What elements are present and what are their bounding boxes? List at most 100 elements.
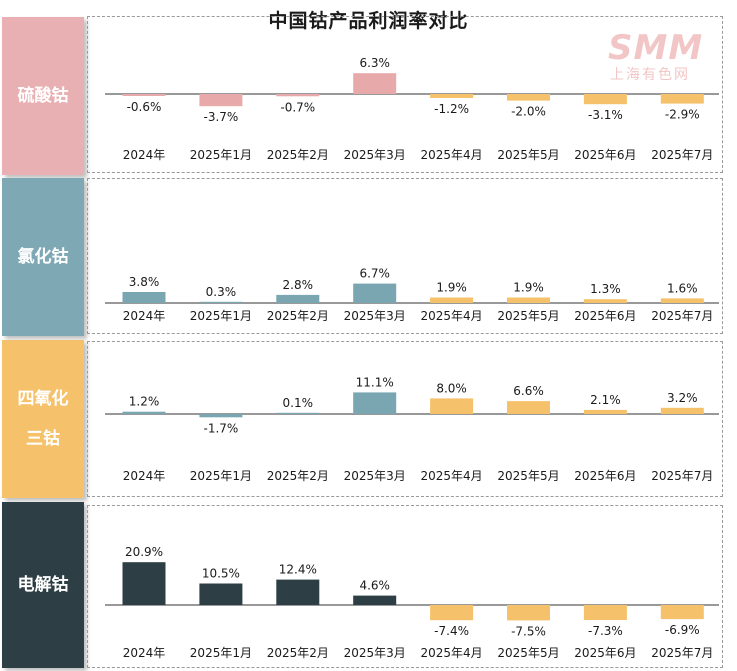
x-tick-label: 2025年1月 <box>190 148 252 162</box>
panel-label-cobalt-chloride: 氯化钴 <box>2 178 84 336</box>
x-tick-label: 2025年6月 <box>574 309 636 323</box>
data-label: 1.9% <box>436 281 467 295</box>
x-tick-label: 2025年1月 <box>190 469 252 483</box>
smm-logo: SMM 上海有色网 <box>604 28 714 84</box>
x-tick-label: 2025年6月 <box>574 469 636 483</box>
x-tick-label: 2025年5月 <box>497 309 559 323</box>
bar <box>122 94 166 96</box>
data-label: -1.2% <box>434 102 469 116</box>
data-label: 11.1% <box>356 375 394 389</box>
data-label: -6.9% <box>665 623 700 637</box>
bar <box>507 297 550 303</box>
data-label: 2.8% <box>283 278 314 292</box>
x-tick-label: 2025年3月 <box>344 646 406 660</box>
panel-label-cobalt-sulfate: 硫酸钴 <box>2 17 84 175</box>
x-tick-label: 2025年3月 <box>344 309 406 323</box>
x-tick-label: 2025年5月 <box>497 646 559 660</box>
x-tick-label: 2025年4月 <box>421 646 483 660</box>
bar <box>583 409 627 414</box>
data-label: -3.1% <box>588 108 623 122</box>
data-label: 20.9% <box>125 545 163 559</box>
x-tick-label: 2025年5月 <box>497 148 559 162</box>
chart-cobalt-sulfate: -0.6% 2024年 -3.7% 2025年1月 -0.7% 2025年2月 6.3% 20… <box>105 56 719 162</box>
bar <box>122 292 166 303</box>
panel-label-electrolytic-cobalt: 电解钴 <box>2 502 84 668</box>
data-label: -2.9% <box>665 108 700 122</box>
data-label: 6.7% <box>359 267 390 281</box>
data-label: -1.7% <box>203 421 238 435</box>
data-label: 3.8% <box>129 275 160 289</box>
bar <box>583 299 627 303</box>
x-tick-label: 2025年7月 <box>651 469 713 483</box>
x-tick-label: 2025年7月 <box>651 148 713 162</box>
panel-box-cobalt-chloride <box>87 178 723 334</box>
panel-label-cobalt-oxide: 四氧化 三钴 <box>2 340 84 498</box>
data-label: 1.9% <box>513 281 544 295</box>
bar <box>122 411 166 414</box>
data-label: -7.4% <box>434 624 469 638</box>
panel-box-cobalt-sulfate <box>87 16 723 173</box>
x-tick-label: 2025年7月 <box>651 309 713 323</box>
panel-label-line: 电解钴 <box>17 575 69 595</box>
data-label: 1.3% <box>590 282 621 296</box>
data-label: -0.6% <box>127 100 162 114</box>
chart-electrolytic-cobalt: 20.9% 2024年 10.5% 2025年1月 12.4% 2025年2月 4.6% 20… <box>105 545 719 660</box>
bar <box>507 401 550 414</box>
panel-box-electrolytic-cobalt <box>87 505 723 668</box>
bar <box>122 562 166 605</box>
panel-label-line: 四氧化 <box>17 389 69 409</box>
bar <box>583 94 627 105</box>
panel-label-line: 氯化钴 <box>17 247 69 267</box>
data-label: 2.1% <box>590 393 621 407</box>
data-label: 0.1% <box>283 396 314 410</box>
data-label: 6.6% <box>513 384 544 398</box>
data-label: 3.2% <box>667 391 698 405</box>
x-tick-label: 2025年5月 <box>497 469 559 483</box>
bar <box>276 294 320 303</box>
bar <box>199 94 243 107</box>
data-label: 12.4% <box>279 563 317 577</box>
bar <box>430 398 474 414</box>
x-tick-label: 2025年1月 <box>190 646 252 660</box>
data-label: -7.5% <box>511 624 546 638</box>
bar <box>353 392 397 414</box>
bar <box>430 605 474 621</box>
bar <box>583 605 627 620</box>
x-tick-label: 2024年 <box>123 148 166 162</box>
bar <box>353 595 397 605</box>
x-tick-label: 2025年1月 <box>190 309 252 323</box>
bar <box>353 73 397 94</box>
x-tick-label: 2025年3月 <box>344 469 406 483</box>
x-tick-label: 2025年3月 <box>344 148 406 162</box>
bar <box>660 605 704 620</box>
data-label: 8.0% <box>436 381 467 395</box>
bar <box>507 94 550 101</box>
data-label: 0.3% <box>206 285 237 299</box>
chart-cobalt-chloride: 3.8% 2024年 0.3% 2025年1月 2.8% 2025年2月 6.7% 2025年… <box>105 267 719 323</box>
x-tick-label: 2025年2月 <box>267 309 329 323</box>
bar <box>660 94 704 104</box>
data-label: 1.6% <box>667 281 698 295</box>
logo-subtext: 上海有色网 <box>610 67 690 83</box>
bar <box>199 301 243 303</box>
chart-cobalt-oxide: 1.2% 2024年 -1.7% 2025年1月 0.1% 2025年2月 11.1% 202… <box>105 375 719 483</box>
bar <box>276 412 320 414</box>
data-label: -2.0% <box>511 105 546 119</box>
data-label: 10.5% <box>202 567 240 581</box>
data-label: -0.7% <box>280 100 315 114</box>
chart-title: 中国钴产品利润率对比 <box>268 10 469 32</box>
x-tick-label: 2024年 <box>123 309 166 323</box>
bar <box>276 94 320 97</box>
bar <box>353 283 397 303</box>
bar <box>199 414 243 418</box>
data-label: 6.3% <box>359 56 390 70</box>
bar <box>507 605 550 621</box>
x-tick-label: 2025年6月 <box>574 646 636 660</box>
bar <box>430 297 474 303</box>
data-label: -7.3% <box>588 624 623 638</box>
bar <box>199 583 243 605</box>
x-tick-label: 2024年 <box>123 469 166 483</box>
x-tick-label: 2025年7月 <box>651 646 713 660</box>
bar <box>660 298 704 303</box>
bar <box>276 579 320 605</box>
